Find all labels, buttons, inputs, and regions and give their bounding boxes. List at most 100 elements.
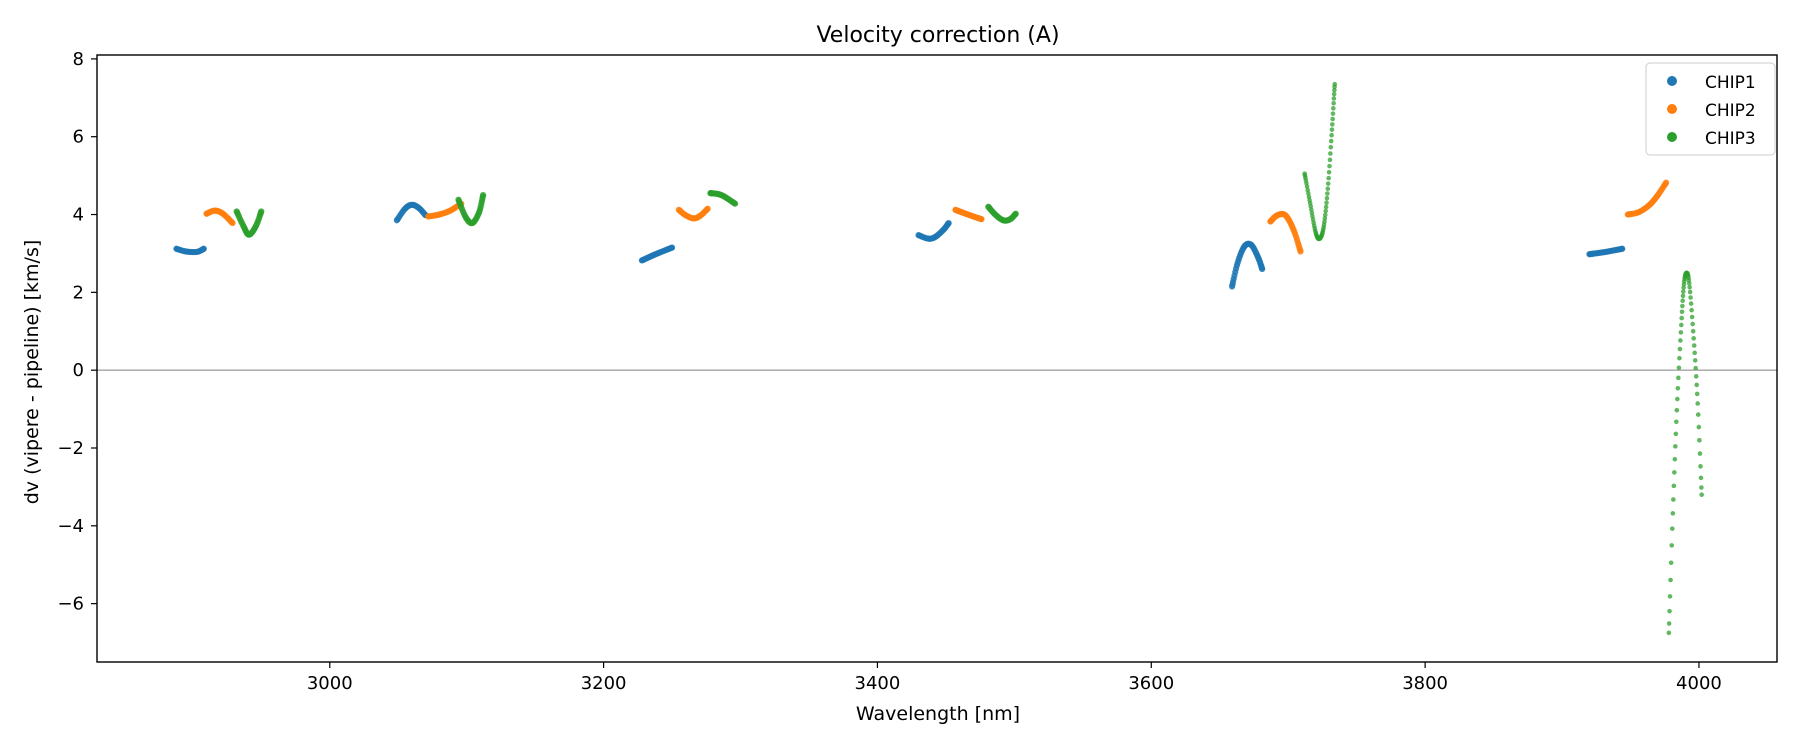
data-point-chip3 [1669,526,1675,531]
data-point-chip3 [1688,295,1693,300]
data-point-chip3 [1666,621,1672,626]
data-point-chip3 [1679,315,1684,321]
legend-entry-chip3: CHIP3 [1667,129,1756,149]
data-point-chip3 [1326,175,1331,181]
data-point-chip3 [1675,385,1681,391]
data-point-chip3 [1698,475,1704,481]
data-point-chip3 [1690,321,1695,327]
data-point-chip3 [1697,451,1703,456]
data-point-chip3 [1693,365,1698,371]
data-point-chip3 [1695,412,1701,417]
data-point-chip3 [1680,293,1686,299]
data-point-chip3 [1332,87,1337,93]
data-point-chip3 [1328,144,1334,150]
data-point-chip2 [229,219,236,227]
data-point-chip3 [1673,431,1679,437]
data-point-chip3 [1328,138,1334,144]
data-point-chip3 [1695,401,1700,406]
data-point-chip3 [1680,303,1685,309]
y-tick-label: 8 [73,49,84,70]
x-tick-label: 4000 [1676,673,1722,694]
x-tick-label: 3800 [1402,673,1448,694]
data-point-chip3 [1692,350,1697,356]
data-point-chip1 [1259,265,1266,273]
data-point-chip3 [1305,187,1311,193]
data-point-chip3 [1678,330,1684,335]
data-point-chip1 [668,244,676,251]
data-point-chip3 [1322,216,1328,221]
data-point-chip3 [1329,132,1334,138]
legend: CHIP1 CHIP2 CHIP3 [1645,62,1776,156]
data-point-chip3 [1694,382,1699,388]
legend-label-chip3: CHIP3 [1705,129,1756,149]
data-point-chip3 [1693,374,1699,379]
data-point-chip3 [1668,560,1674,566]
data-point-chip3 [1692,358,1698,363]
series-chip1 [173,201,1626,290]
data-point-chip3 [1674,419,1679,425]
y-tick-label: 4 [73,205,84,226]
data-point-chip3 [1699,485,1704,490]
data-point-chip3 [1331,91,1337,97]
data-point-chip3 [1687,284,1692,290]
data-point-chip3 [1679,309,1685,315]
axis-ticks-layer: 3000 3200 3400 3600 3800 4000 −6 −4 −2 0 2 4 6 8 [57,49,1721,694]
data-point-chip3 [1686,281,1692,286]
data-point-chip2 [978,216,985,223]
data-point-chip3 [258,208,265,215]
data-point-chip3 [1687,289,1693,295]
data-point-chip3 [1670,511,1676,516]
x-tick-label: 3200 [581,673,627,694]
data-point-chip3 [1691,336,1696,341]
y-tick-label: −4 [57,516,84,537]
data-point-chip3 [1331,100,1336,106]
data-point-chip3 [1672,470,1677,475]
data-point-chip3 [1698,464,1703,469]
data-point-chip3 [1681,285,1686,290]
data-point-chip3 [1677,355,1682,361]
y-tick-label: −6 [57,594,84,615]
data-point-chip3 [1330,116,1335,122]
data-point-chip3 [1691,343,1697,348]
data-point-chip3 [1330,111,1336,116]
data-point-chip3 [1306,191,1311,196]
data-point-chip3 [1328,151,1333,156]
chart-title: Velocity correction (A) [816,23,1059,48]
legend-entry-chip1: CHIP1 [1667,73,1756,93]
series-chip3 [233,81,1704,636]
data-point-chip3 [1688,301,1694,306]
data-point-chip3 [1675,396,1680,402]
x-tick-label: 3600 [1128,673,1174,694]
data-point-chip1 [1619,245,1626,252]
data-point-chip3 [1667,608,1672,614]
legend-marker-chip3 [1667,132,1677,142]
data-point-chip3 [1690,328,1696,334]
legend-label-chip2: CHIP2 [1705,101,1756,121]
y-tick-label: 0 [73,360,84,381]
data-point-chip3 [1329,127,1335,132]
data-point-chip1 [200,245,207,252]
data-point-chip3 [1324,195,1330,201]
data-point-chip3 [1667,594,1673,599]
x-tick-label: 3000 [307,673,353,694]
data-point-chip3 [1323,208,1328,214]
data-point-chip3 [1678,322,1684,328]
data-point-chip3 [1325,191,1330,196]
data-point-chip3 [1674,407,1680,413]
data-point-chip3 [731,200,739,207]
data-point-chip3 [1672,456,1678,462]
data-point-chip3 [1678,338,1683,343]
x-tick-label: 3400 [855,673,901,694]
data-point-chip3 [1325,186,1331,191]
y-tick-label: −2 [57,438,84,459]
data-point-chip3 [1673,444,1678,449]
data-point-chip3 [1324,200,1329,205]
x-axis-label: Wavelength [nm] [856,703,1020,725]
series-chip2 [203,179,1670,255]
data-point-chip3 [1331,96,1337,101]
data-point-chip3 [1676,375,1681,381]
legend-marker-chip2 [1667,104,1677,114]
data-point-chip3 [1689,307,1694,313]
y-axis-label: dv (vipere - pipeline) [km/s] [21,240,43,505]
